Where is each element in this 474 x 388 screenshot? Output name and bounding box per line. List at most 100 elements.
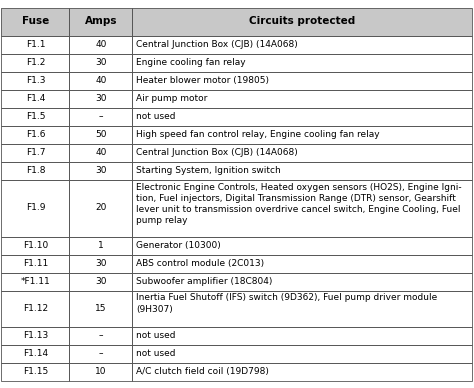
Text: Engine cooling fan relay: Engine cooling fan relay	[137, 58, 246, 67]
Text: Subwoofer amplifier (18C804): Subwoofer amplifier (18C804)	[137, 277, 273, 286]
Bar	[1, 237, 70, 255]
Text: –: –	[99, 331, 103, 340]
Text: F1.13: F1.13	[23, 331, 48, 340]
Bar	[133, 71, 473, 90]
Text: not used: not used	[137, 349, 176, 358]
Bar	[133, 107, 473, 125]
Text: 30: 30	[95, 166, 107, 175]
Text: F1.12: F1.12	[23, 304, 48, 313]
Bar	[70, 35, 133, 54]
Bar	[133, 326, 473, 345]
Text: F1.2: F1.2	[26, 58, 45, 67]
Bar	[1, 144, 70, 161]
Bar	[70, 144, 133, 161]
Text: *F1.11: *F1.11	[21, 277, 50, 286]
Text: Central Junction Box (CJB) (14A068): Central Junction Box (CJB) (14A068)	[137, 40, 298, 49]
Bar	[70, 237, 133, 255]
Bar	[70, 362, 133, 381]
Bar	[70, 7, 133, 35]
Bar	[1, 90, 70, 107]
Bar	[133, 180, 473, 237]
Bar	[70, 180, 133, 237]
Text: F1.1: F1.1	[26, 40, 45, 49]
Text: 30: 30	[95, 277, 107, 286]
Text: 50: 50	[95, 130, 107, 139]
Text: F1.15: F1.15	[23, 367, 48, 376]
Text: F1.4: F1.4	[26, 94, 45, 103]
Bar	[133, 90, 473, 107]
Bar	[70, 326, 133, 345]
Bar	[70, 7, 133, 35]
Bar	[70, 125, 133, 144]
Text: Generator (10300): Generator (10300)	[137, 241, 221, 250]
Text: 40: 40	[95, 76, 107, 85]
Bar	[1, 326, 70, 345]
Text: A/C clutch field coil (19D798): A/C clutch field coil (19D798)	[137, 367, 269, 376]
Bar	[133, 7, 473, 35]
Text: F1.6: F1.6	[26, 130, 45, 139]
Text: Inertia Fuel Shutoff (IFS) switch (9D362), Fuel pump driver module
(9H307): Inertia Fuel Shutoff (IFS) switch (9D362…	[137, 293, 438, 314]
Bar	[1, 7, 70, 35]
Bar	[70, 107, 133, 125]
Bar	[133, 362, 473, 381]
Text: 20: 20	[95, 203, 107, 213]
Text: Circuits protected: Circuits protected	[249, 17, 356, 26]
Bar	[1, 7, 70, 35]
Text: 30: 30	[95, 58, 107, 67]
Bar	[70, 345, 133, 362]
Text: F1.9: F1.9	[26, 203, 45, 213]
Bar	[1, 272, 70, 291]
Bar	[70, 54, 133, 71]
Text: 1: 1	[98, 241, 104, 250]
Bar	[133, 7, 473, 35]
Text: 30: 30	[95, 259, 107, 268]
Bar	[70, 255, 133, 272]
Bar	[70, 161, 133, 180]
Bar	[70, 90, 133, 107]
Bar	[70, 291, 133, 326]
Bar	[133, 291, 473, 326]
Text: 40: 40	[95, 148, 107, 157]
Bar	[133, 255, 473, 272]
Bar	[133, 54, 473, 71]
Bar	[133, 161, 473, 180]
Text: not used: not used	[137, 112, 176, 121]
Bar	[1, 35, 70, 54]
Text: F1.10: F1.10	[23, 241, 48, 250]
Text: Electronic Engine Controls, Heated oxygen sensors (HO2S), Engine Igni-
tion, Fue: Electronic Engine Controls, Heated oxyge…	[137, 182, 462, 225]
Text: Central Junction Box (CJB) (14A068): Central Junction Box (CJB) (14A068)	[137, 148, 298, 157]
Bar	[70, 71, 133, 90]
Text: 40: 40	[95, 40, 107, 49]
Text: Fuse: Fuse	[22, 17, 49, 26]
Bar	[1, 255, 70, 272]
Text: F1.8: F1.8	[26, 166, 45, 175]
Bar	[1, 345, 70, 362]
Bar	[133, 345, 473, 362]
Text: F1.5: F1.5	[26, 112, 45, 121]
Text: not used: not used	[137, 331, 176, 340]
Text: –: –	[99, 112, 103, 121]
Bar	[133, 237, 473, 255]
Bar	[1, 291, 70, 326]
Text: Amps: Amps	[85, 17, 117, 26]
Bar	[133, 144, 473, 161]
Bar	[133, 35, 473, 54]
Bar	[1, 362, 70, 381]
Text: Heater blower motor (19805): Heater blower motor (19805)	[137, 76, 270, 85]
Text: F1.11: F1.11	[23, 259, 48, 268]
Text: Air pump motor: Air pump motor	[137, 94, 208, 103]
Bar	[1, 107, 70, 125]
Bar	[133, 272, 473, 291]
Text: F1.7: F1.7	[26, 148, 45, 157]
Bar	[1, 180, 70, 237]
Text: ABS control module (2C013): ABS control module (2C013)	[137, 259, 264, 268]
Text: F1.3: F1.3	[26, 76, 45, 85]
Bar	[1, 71, 70, 90]
Text: Starting System, Ignition switch: Starting System, Ignition switch	[137, 166, 281, 175]
Text: 15: 15	[95, 304, 107, 313]
Text: 30: 30	[95, 94, 107, 103]
Text: –: –	[99, 349, 103, 358]
Bar	[133, 125, 473, 144]
Text: 10: 10	[95, 367, 107, 376]
Bar	[70, 272, 133, 291]
